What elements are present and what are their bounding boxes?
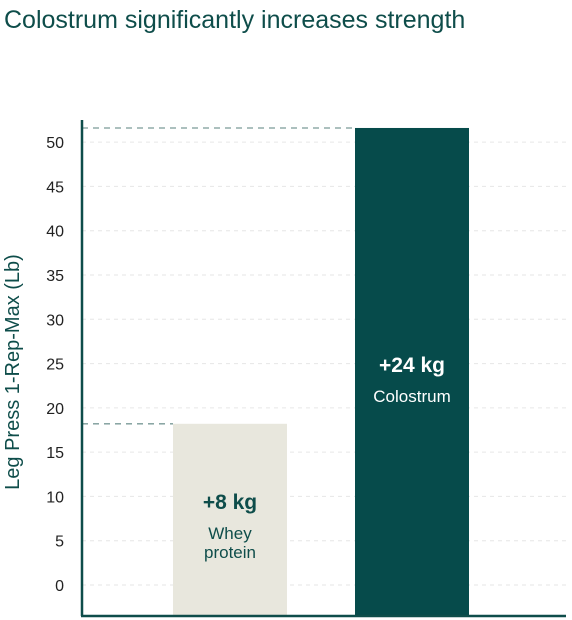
y-tick-label: 15 bbox=[46, 445, 64, 462]
bar-category-label: Colostrum bbox=[373, 387, 450, 406]
bar-value-label: +24 kg bbox=[379, 354, 445, 377]
y-tick-label: 20 bbox=[46, 401, 64, 418]
y-tick-labels: 0 5 10 15 20 25 30 35 40 45 50 bbox=[46, 135, 64, 595]
bar-category-label: Whey bbox=[208, 524, 252, 543]
y-tick-label: 35 bbox=[46, 268, 64, 285]
y-tick-label: 40 bbox=[46, 224, 64, 241]
chart-title: Colostrum significantly increases streng… bbox=[4, 6, 466, 34]
bar-colostrum bbox=[355, 127, 469, 616]
axes bbox=[80, 120, 566, 618]
y-tick-label: 25 bbox=[46, 357, 64, 374]
bar-category-label: protein bbox=[204, 543, 256, 562]
reference-lines bbox=[82, 127, 355, 425]
y-axis-label: Leg Press 1-Rep-Max (Lb) bbox=[2, 254, 24, 490]
y-tick-label: 50 bbox=[46, 135, 64, 152]
y-tick-label: 45 bbox=[46, 179, 64, 196]
grid-layer bbox=[82, 141, 566, 586]
bar-whey-protein bbox=[173, 423, 287, 616]
y-tick-label: 10 bbox=[46, 489, 64, 506]
y-tick-label: 30 bbox=[46, 312, 64, 329]
y-tick-label: 5 bbox=[55, 534, 64, 551]
bar-value-label: +8 kg bbox=[203, 491, 257, 514]
y-tick-label: 0 bbox=[55, 578, 64, 595]
